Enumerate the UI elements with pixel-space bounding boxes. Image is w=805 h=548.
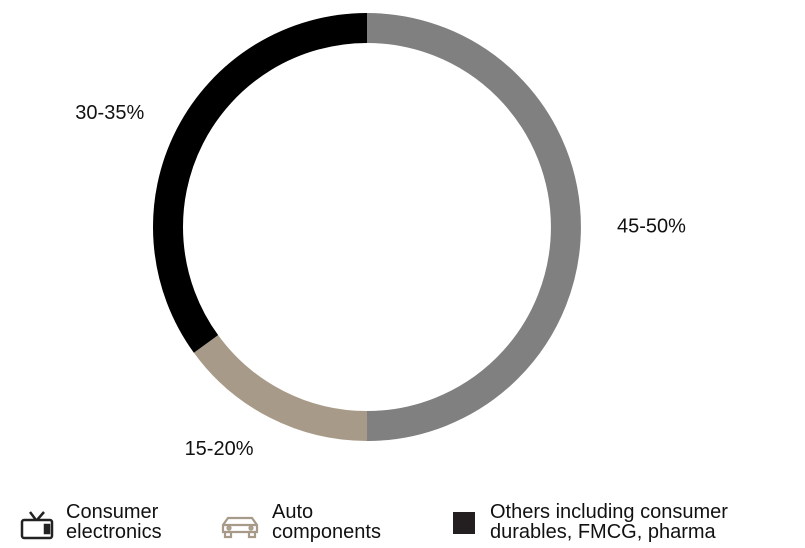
legend-swatch — [453, 512, 475, 534]
legend-label: Others including consumer durables, FMCG… — [490, 501, 728, 543]
donut-segment — [193, 334, 368, 441]
chart: 45-50% 15-20% 30-35% — [75, 13, 686, 460]
data-label: 45-50% — [617, 215, 686, 237]
car-icon — [221, 516, 259, 539]
legend-label: Auto components — [272, 501, 381, 543]
data-label: 15-20% — [185, 438, 254, 460]
data-label: 30-35% — [75, 102, 144, 124]
donut-segment — [366, 13, 581, 441]
tv-icon — [20, 511, 54, 540]
donut-segment — [153, 13, 368, 353]
legend: Consumer electronics Auto components Oth… — [0, 502, 805, 548]
legend-item: Consumer electronics — [20, 502, 186, 542]
legend-item: Others including consumer durables, FMCG… — [452, 502, 790, 542]
legend-item: Auto components — [220, 502, 422, 542]
legend-label: Consumer electronics — [66, 501, 162, 543]
